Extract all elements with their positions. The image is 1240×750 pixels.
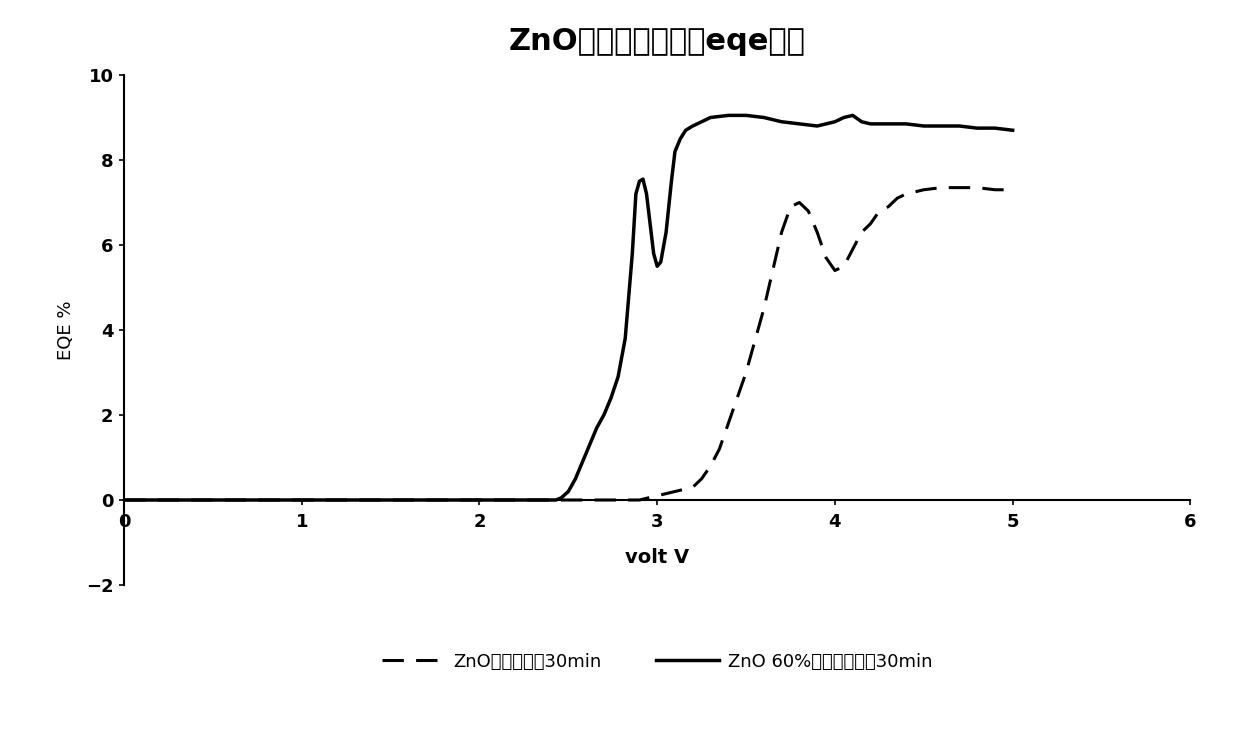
Line: ZnO 60%湿度空气静置30min: ZnO 60%湿度空气静置30min [124, 116, 1013, 500]
ZnO手套箱静置30min [970, 183, 985, 192]
ZnO手套箱静置30min [827, 266, 842, 275]
ZnO手套箱静置30min [694, 474, 709, 483]
ZnO手套箱静置30min [987, 185, 1002, 194]
ZnO手套箱静置30min [676, 485, 691, 494]
ZnO手套箱静置30min [774, 228, 789, 237]
ZnO手套箱静置30min [650, 491, 665, 500]
ZnO手套箱静置30min [872, 206, 887, 215]
ZnO手套箱静置30min [863, 219, 878, 228]
ZnO手套箱静置30min [686, 483, 701, 492]
Line: ZnO手套箱静置30min: ZnO手套箱静置30min [124, 188, 1013, 500]
ZnO手套箱静置30min [1006, 185, 1021, 194]
ZnO手套箱静置30min [383, 496, 398, 505]
ZnO手套箱静置30min [952, 183, 967, 192]
ZnO手套箱静置30min [801, 206, 816, 215]
ZnO手套箱静置30min [658, 489, 673, 498]
ZnO手套箱静置30min [472, 496, 487, 505]
ZnO手套箱静置30min [632, 496, 647, 505]
ZnO手套箱静置30min [756, 304, 771, 313]
ZnO手套箱静置30min [899, 190, 914, 199]
ZnO手套箱静置30min [934, 183, 949, 192]
ZnO手套箱静置30min [206, 496, 221, 505]
ZnO手套箱静置30min [784, 202, 799, 211]
Y-axis label: EQE %: EQE % [57, 300, 74, 360]
ZnO手套箱静置30min [889, 194, 904, 202]
ZnO 60%湿度空气静置30min [568, 474, 583, 483]
ZnO手套箱静置30min [641, 494, 656, 502]
ZnO手套箱静置30min [916, 185, 931, 194]
ZnO 60%湿度空气静置30min [1006, 126, 1021, 135]
Legend: ZnO手套箱静置30min, ZnO 60%湿度空气静置30min: ZnO手套箱静置30min, ZnO 60%湿度空气静置30min [374, 646, 940, 678]
ZnO手套箱静置30min [854, 228, 869, 237]
ZnO手套箱静置30min [712, 445, 727, 454]
ZnO 60%湿度空气静置30min [720, 111, 735, 120]
ZnO手套箱静置30min [614, 496, 629, 505]
ZnO手套箱静置30min [739, 368, 754, 377]
ZnO 60%湿度空气静置30min [117, 496, 131, 505]
ZnO 60%湿度空气静置30min [632, 177, 647, 186]
ZnO手套箱静置30min [294, 496, 309, 505]
ZnO手套箱静置30min [810, 228, 825, 237]
ZnO手套箱静置30min [560, 496, 575, 505]
ZnO手套箱静置30min [818, 254, 833, 262]
ZnO手套箱静置30min [880, 202, 895, 211]
ZnO 60%湿度空气静置30min [987, 124, 1002, 133]
ZnO 60%湿度空气静置30min [916, 122, 931, 130]
X-axis label: volt V: volt V [625, 548, 689, 567]
ZnO手套箱静置30min [117, 496, 131, 505]
ZnO手套箱静置30min [667, 487, 682, 496]
ZnO手套箱静置30min [720, 419, 735, 428]
ZnO手套箱静置30min [836, 262, 851, 271]
ZnO手套箱静置30min [703, 461, 718, 470]
ZnO手套箱静置30min [846, 244, 861, 254]
ZnO手套箱静置30min [792, 198, 807, 207]
ZnO 60%湿度空气静置30min [543, 496, 558, 505]
ZnO 60%湿度空气静置30min [589, 423, 604, 432]
Title: ZnO层不同处理电压eqe曲线: ZnO层不同处理电压eqe曲线 [508, 27, 806, 56]
